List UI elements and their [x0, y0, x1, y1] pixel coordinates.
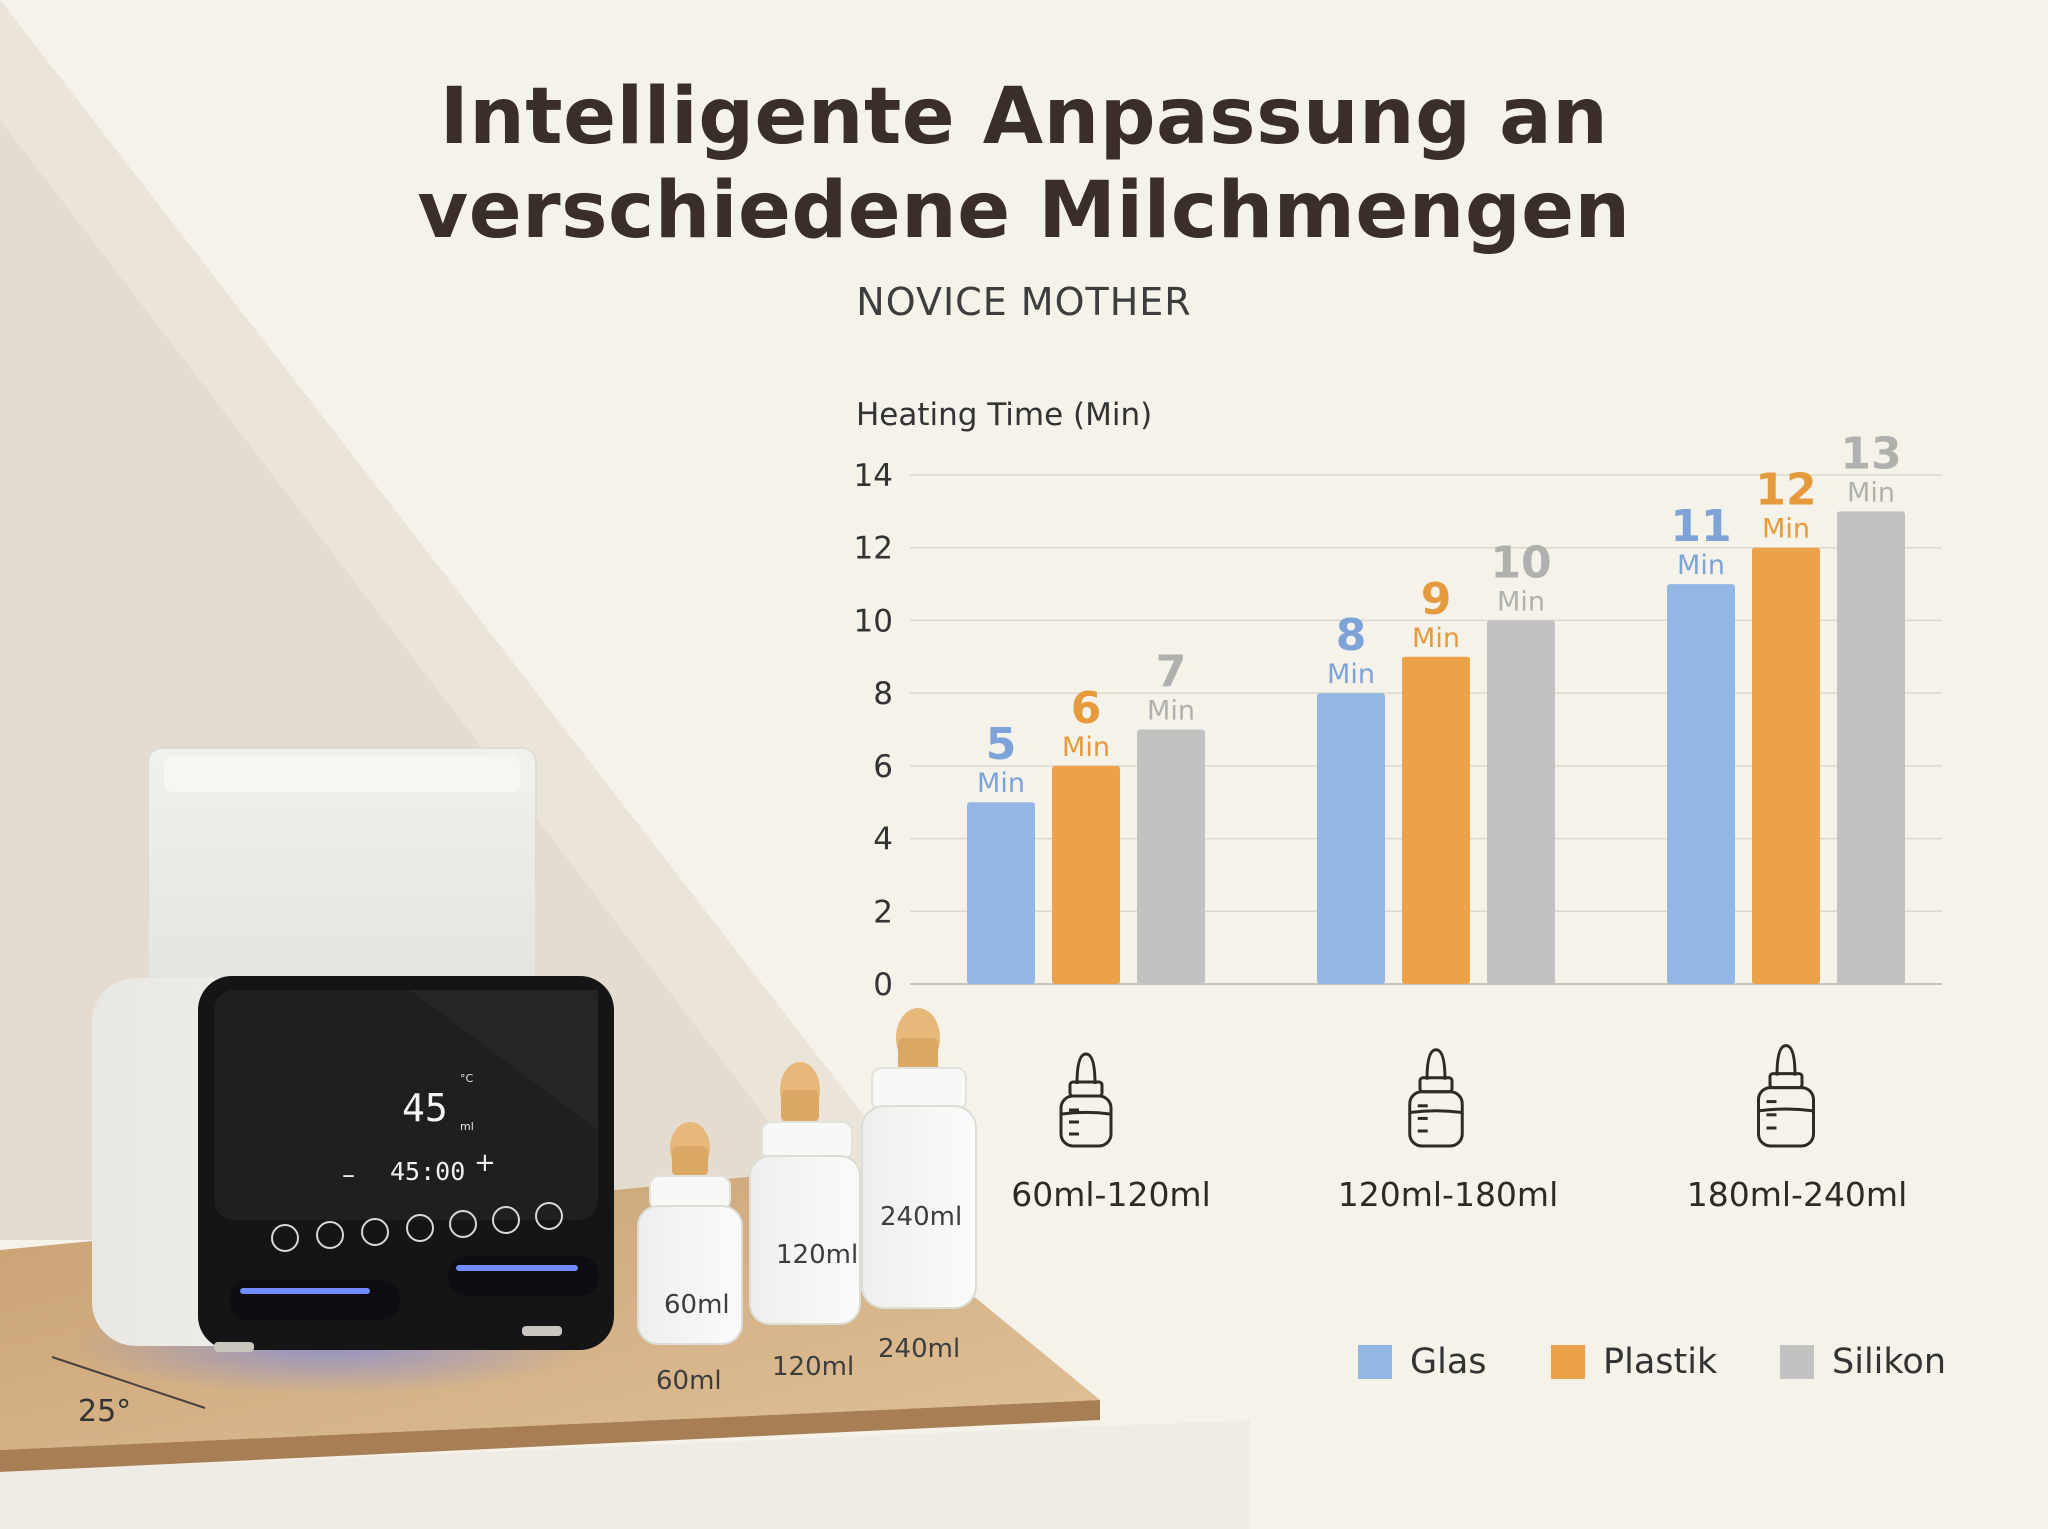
data-label-value-plastik: 9: [1421, 574, 1452, 625]
legend-label-plastik: Plastik: [1603, 1342, 1718, 1382]
bottle-below-label-60: 60ml: [656, 1366, 722, 1396]
legend-swatch-silikon: [1780, 1345, 1814, 1379]
legend-swatch-plastik: [1551, 1345, 1585, 1379]
legend-item-silikon: Silikon: [1780, 1338, 1946, 1386]
x-category-label: 180ml-240ml: [1687, 1175, 1908, 1214]
bottle-below-label-120: 120ml: [772, 1352, 855, 1382]
legend-swatch-glas: [1358, 1345, 1392, 1379]
bar-silikon: [1837, 511, 1905, 984]
bar-glas: [1317, 693, 1385, 984]
device-plus-button[interactable]: +: [474, 1148, 496, 1178]
y-tick-label: 4: [873, 822, 893, 858]
bar-silikon: [1487, 620, 1555, 984]
bar-glas: [1667, 584, 1735, 984]
bar-plastik: [1752, 547, 1820, 984]
data-label-value-silikon: 13: [1840, 428, 1901, 479]
brand-name: NOVICE MOTHER: [856, 280, 1192, 324]
legend-item-glas: Glas: [1358, 1338, 1487, 1386]
device-minus-button[interactable]: –: [342, 1160, 355, 1190]
bottle-240ml-image: [861, 1008, 977, 1309]
legend-item-plastik: Plastik: [1551, 1338, 1717, 1386]
legend-label-glas: Glas: [1410, 1342, 1487, 1382]
y-tick-label: 2: [873, 894, 893, 930]
page-title-line1: Intelligente Anpassung an: [439, 72, 1609, 162]
y-tick-label: 6: [873, 749, 893, 785]
y-axis-title: Heating Time (Min): [856, 397, 1152, 433]
data-label-value-silikon: 7: [1156, 647, 1187, 698]
data-label-value-glas: 8: [1336, 610, 1367, 661]
device-temp-unit: °C: [460, 1072, 474, 1085]
bottle-on-label-60: 60ml: [664, 1290, 730, 1320]
bar-plastik: [1402, 656, 1470, 984]
bar-glas: [967, 802, 1035, 984]
page-title-line2: verschiedene Milchmengen: [417, 166, 1631, 256]
device-temperature-display: 45: [402, 1086, 448, 1130]
y-tick-label: 10: [854, 603, 893, 639]
bar-silikon: [1137, 729, 1205, 984]
bottle-60ml-image: [637, 1122, 743, 1345]
baby-bottle-icon: [1408, 1048, 1464, 1148]
bottle-120ml-image: [749, 1062, 861, 1325]
page-title: Intelligente Anpassung an verschiedene M…: [224, 70, 1824, 258]
device-volume-unit: ml: [460, 1120, 474, 1133]
data-label-unit-plastik: Min: [1762, 514, 1810, 545]
x-category-label: 60ml-120ml: [1011, 1175, 1211, 1214]
baby-bottle-icon: [1059, 1052, 1113, 1148]
baby-bottle-icon: [1757, 1044, 1815, 1148]
data-label-unit-silikon: Min: [1147, 696, 1195, 727]
data-label-value-glas: 5: [986, 719, 1017, 770]
y-tick-label: 14: [854, 458, 893, 494]
data-label-value-silikon: 10: [1490, 537, 1551, 588]
data-label-unit-plastik: Min: [1412, 623, 1460, 654]
data-label-unit-silikon: Min: [1497, 586, 1545, 617]
angle-label: 25°: [78, 1394, 132, 1429]
data-label-unit-glas: Min: [1677, 550, 1725, 581]
y-tick-label: 8: [873, 676, 893, 712]
bottle-on-label-120: 120ml: [776, 1240, 859, 1270]
bottle-on-label-240: 240ml: [880, 1202, 963, 1232]
data-label-unit-glas: Min: [1327, 659, 1375, 690]
x-category-label: 120ml-180ml: [1338, 1175, 1559, 1214]
data-label-unit-glas: Min: [977, 768, 1025, 799]
device-timer-display: 45:00: [390, 1157, 466, 1186]
bottle-below-label-240: 240ml: [878, 1334, 961, 1364]
data-label-value-plastik: 12: [1755, 465, 1816, 516]
data-label-unit-silikon: Min: [1847, 477, 1895, 508]
y-tick-label: 0: [873, 967, 893, 1003]
y-tick-label: 12: [854, 531, 893, 567]
legend-label-silikon: Silikon: [1832, 1342, 1947, 1382]
bar-plastik: [1052, 765, 1120, 984]
data-label-value-plastik: 6: [1071, 683, 1102, 734]
data-label-unit-plastik: Min: [1062, 732, 1110, 763]
data-label-value-glas: 11: [1670, 501, 1731, 552]
